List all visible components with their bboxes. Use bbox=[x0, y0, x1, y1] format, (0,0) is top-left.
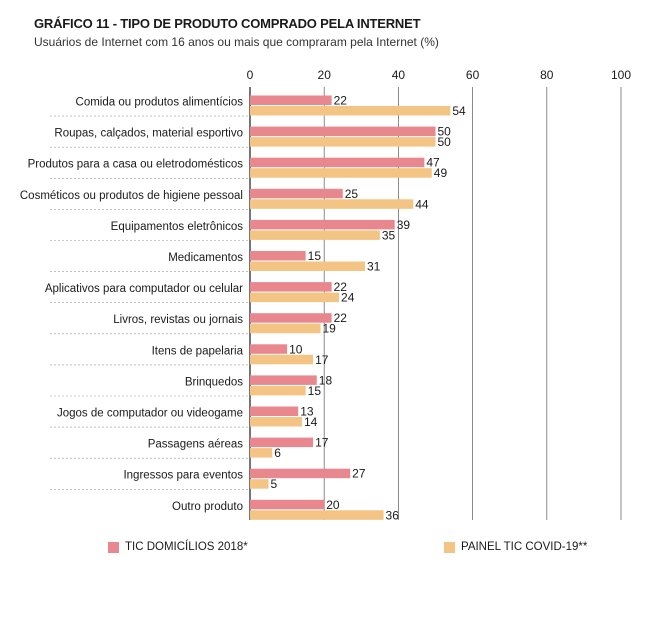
legend-label-series-1: TIC DOMICÍLIOS 2018* bbox=[125, 541, 248, 553]
bar-series-2 bbox=[250, 510, 384, 520]
value-label-series-1: 22 bbox=[334, 280, 348, 294]
x-tick-label: 20 bbox=[318, 68, 332, 82]
value-label-series-1: 10 bbox=[289, 342, 303, 356]
value-label-series-1: 15 bbox=[308, 249, 322, 263]
value-label-series-1: 27 bbox=[352, 467, 366, 481]
category-label: Equipamentos eletrônicos bbox=[111, 221, 244, 233]
bar-series-2 bbox=[250, 168, 432, 178]
bar-series-2 bbox=[250, 137, 436, 147]
x-tick-label: 0 bbox=[247, 68, 254, 82]
x-tick-label: 80 bbox=[540, 68, 554, 82]
value-label-series-2: 49 bbox=[434, 166, 448, 180]
value-label-series-2: 35 bbox=[382, 228, 396, 242]
x-tick-label: 40 bbox=[392, 68, 406, 82]
bar-series-1 bbox=[250, 499, 325, 510]
value-label-series-1: 18 bbox=[319, 373, 333, 387]
bar-series-1 bbox=[250, 95, 332, 105]
value-label-series-2: 36 bbox=[386, 508, 400, 522]
bar-series-1 bbox=[250, 344, 288, 354]
category-label: Medicamentos bbox=[168, 252, 243, 264]
bar-series-2 bbox=[250, 292, 340, 303]
value-label-series-2: 5 bbox=[271, 477, 278, 491]
value-label-series-2: 24 bbox=[341, 291, 355, 305]
value-label-series-1: 13 bbox=[300, 405, 314, 419]
category-label: Passagens aéreas bbox=[148, 439, 244, 451]
value-label-series-1: 20 bbox=[326, 498, 340, 512]
bar-series-1 bbox=[250, 282, 332, 292]
category-label: Aplicativos para computador ou celular bbox=[45, 283, 243, 295]
bar-series-2 bbox=[250, 230, 380, 240]
bar-series-1 bbox=[250, 437, 314, 448]
bar-series-2 bbox=[250, 448, 273, 458]
category-label: Produtos para a casa ou eletrodomésticos bbox=[28, 159, 244, 171]
legend-swatch-series-1 bbox=[108, 541, 119, 553]
bar-series-1 bbox=[250, 219, 395, 230]
value-label-series-1: 22 bbox=[334, 94, 348, 108]
value-label-series-2: 17 bbox=[315, 353, 329, 367]
value-label-series-1: 50 bbox=[438, 125, 452, 139]
category-label: Ingressos para eventos bbox=[123, 470, 243, 482]
chart-subtitle: Usuários de Internet com 16 anos ou mais… bbox=[34, 35, 439, 49]
legend-swatch-series-2 bbox=[444, 541, 455, 553]
chart-title: GRÁFICO 11 - TIPO DE PRODUTO COMPRADO PE… bbox=[34, 16, 421, 31]
bar-series-1 bbox=[250, 251, 306, 261]
bar-series-1 bbox=[250, 188, 343, 199]
bar-series-2 bbox=[250, 199, 414, 209]
category-label: Livros, revistas ou jornais bbox=[113, 314, 243, 326]
value-label-series-1: 25 bbox=[345, 187, 359, 201]
value-label-series-1: 17 bbox=[315, 436, 329, 450]
category-label: Jogos de computador ou videogame bbox=[57, 408, 243, 420]
bar-series-1 bbox=[250, 375, 317, 385]
category-label: Outro produto bbox=[172, 501, 243, 513]
value-label-series-2: 6 bbox=[274, 446, 281, 460]
bar-series-1 bbox=[250, 157, 425, 168]
bar-series-1 bbox=[250, 468, 351, 479]
value-label-series-1: 39 bbox=[397, 218, 411, 232]
value-label-series-2: 44 bbox=[415, 197, 429, 211]
bar-series-1 bbox=[250, 126, 436, 137]
value-label-series-1: 22 bbox=[334, 311, 348, 325]
bar-series-1 bbox=[250, 313, 332, 323]
value-label-series-2: 50 bbox=[438, 135, 452, 149]
category-label: Brinquedos bbox=[185, 376, 243, 388]
category-label: Comida ou produtos alimentícios bbox=[76, 97, 244, 109]
x-tick-label: 60 bbox=[466, 68, 480, 82]
bar-series-2 bbox=[250, 106, 451, 116]
x-tick-label: 100 bbox=[611, 68, 631, 82]
bar-series-2 bbox=[250, 479, 269, 489]
bar-series-2 bbox=[250, 261, 366, 271]
category-label: Roupas, calçados, material esportivo bbox=[54, 128, 243, 140]
legend-item-series-2: PAINEL TIC COVID-19** bbox=[444, 541, 587, 553]
legend-label-series-2: PAINEL TIC COVID-19** bbox=[461, 541, 588, 553]
bar-series-2 bbox=[250, 323, 321, 334]
value-label-series-1: 47 bbox=[426, 156, 440, 170]
value-label-series-2: 15 bbox=[308, 384, 322, 398]
bar-series-2 bbox=[250, 354, 314, 365]
bar-series-1 bbox=[250, 406, 299, 416]
value-label-series-2: 14 bbox=[304, 415, 318, 429]
value-label-series-2: 19 bbox=[322, 322, 336, 336]
category-label: Cosméticos ou produtos de higiene pessoa… bbox=[20, 190, 243, 202]
bar-series-2 bbox=[250, 385, 306, 396]
value-label-series-2: 54 bbox=[452, 104, 466, 118]
value-label-series-2: 31 bbox=[367, 260, 381, 274]
legend-item-series-1: TIC DOMICÍLIOS 2018* bbox=[108, 541, 248, 553]
bar-series-2 bbox=[250, 417, 302, 427]
category-label: Itens de papelaria bbox=[152, 345, 244, 357]
